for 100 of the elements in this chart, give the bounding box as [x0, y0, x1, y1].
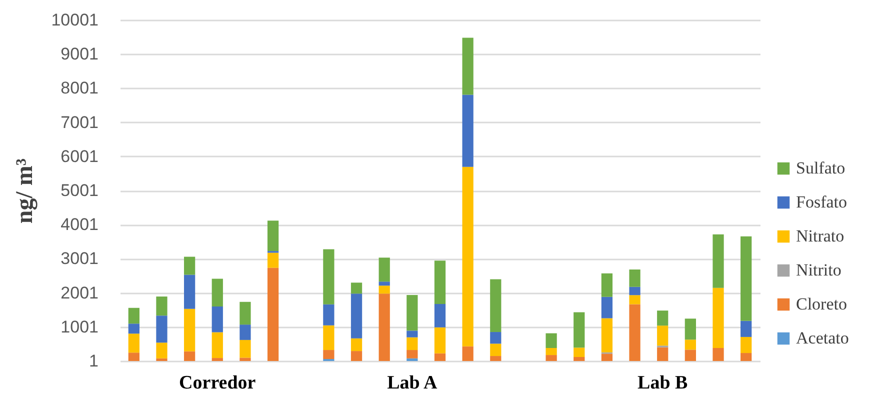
bar — [434, 353, 446, 361]
bar — [350, 351, 362, 361]
bar — [184, 308, 196, 352]
bar — [378, 294, 390, 361]
bar — [601, 318, 613, 352]
y-tick-label: 9001 — [60, 44, 98, 64]
bar — [629, 295, 640, 304]
bar — [546, 348, 557, 356]
bar — [378, 286, 390, 294]
bar — [490, 332, 502, 344]
bar — [240, 340, 251, 358]
y-tick-label: 7001 — [60, 112, 98, 132]
bar — [267, 220, 279, 252]
bar — [712, 234, 724, 288]
x-tick-label: Lab A — [387, 372, 438, 394]
x-tick-label: Corredor — [179, 372, 256, 394]
bar — [128, 352, 140, 361]
bar — [574, 357, 585, 361]
bar — [462, 166, 474, 346]
y-tick-label: 1001 — [60, 317, 98, 336]
y-axis-title: ng/ m³ — [12, 158, 38, 224]
bar — [601, 354, 613, 361]
y-tick-label: 8001 — [60, 78, 98, 98]
bar — [240, 302, 251, 325]
bar — [684, 350, 696, 361]
y-tick-label: 4001 — [60, 215, 98, 234]
bar — [601, 296, 613, 318]
bar — [462, 346, 474, 361]
y-tick-label: 5001 — [60, 181, 98, 200]
bar — [406, 350, 418, 358]
bar — [601, 273, 613, 297]
bar — [350, 282, 362, 294]
bar — [462, 94, 474, 167]
bar — [740, 353, 752, 361]
y-tick-label: 10001 — [51, 10, 98, 30]
y-tick-label: 3001 — [60, 249, 98, 268]
bar — [574, 312, 585, 348]
legend-label: Cloreto — [796, 294, 847, 314]
bar — [156, 316, 168, 343]
bar — [184, 351, 196, 361]
bar — [629, 304, 640, 361]
x-tick-label: Lab B — [638, 372, 688, 394]
bar — [406, 330, 418, 338]
bar — [490, 279, 502, 332]
y-tick-label: 1 — [89, 352, 98, 370]
bar — [156, 358, 168, 361]
bar — [212, 306, 223, 332]
bar — [267, 252, 279, 268]
bar — [128, 324, 140, 334]
bar — [406, 294, 418, 331]
bar — [740, 336, 752, 354]
legend-label: Acetato — [796, 328, 849, 348]
bar — [712, 348, 724, 361]
bar — [629, 269, 640, 287]
bar — [406, 337, 418, 350]
bar — [629, 286, 640, 296]
bar — [378, 258, 390, 282]
bar — [574, 348, 585, 358]
bar — [434, 304, 446, 328]
bar — [657, 347, 668, 361]
bar — [323, 304, 334, 326]
bar — [240, 358, 251, 361]
bar — [740, 236, 752, 321]
legend-label: Fosfato — [796, 192, 847, 212]
bar — [712, 288, 724, 348]
bar — [406, 358, 418, 361]
bar — [323, 325, 334, 350]
legend-label: Nitrito — [796, 260, 842, 280]
bar — [490, 356, 502, 361]
bar — [546, 355, 557, 361]
bar — [212, 332, 223, 358]
bar — [657, 310, 668, 326]
bar — [490, 344, 502, 356]
bar — [462, 38, 474, 95]
bar — [184, 256, 196, 275]
y-tick-label: 2001 — [60, 283, 98, 302]
bar — [684, 340, 696, 350]
y-tick-label: 6001 — [60, 146, 98, 166]
bar — [267, 268, 279, 361]
legend-label: Nitrato — [796, 226, 844, 246]
bar — [212, 358, 223, 361]
bar — [240, 324, 251, 340]
bar — [156, 296, 168, 316]
bar — [546, 333, 557, 348]
bar — [350, 338, 362, 352]
bar — [184, 274, 196, 309]
bar — [212, 278, 223, 307]
bar — [323, 249, 334, 304]
bar — [378, 282, 390, 286]
bar — [323, 350, 334, 360]
bar — [684, 318, 696, 340]
bar — [434, 327, 446, 354]
bar — [350, 294, 362, 338]
bar — [434, 260, 446, 304]
bar — [128, 308, 140, 324]
legend-label: Sulfato — [796, 158, 846, 178]
bar — [128, 334, 140, 353]
bar — [156, 342, 168, 358]
bar — [657, 326, 668, 346]
bar — [740, 320, 752, 337]
